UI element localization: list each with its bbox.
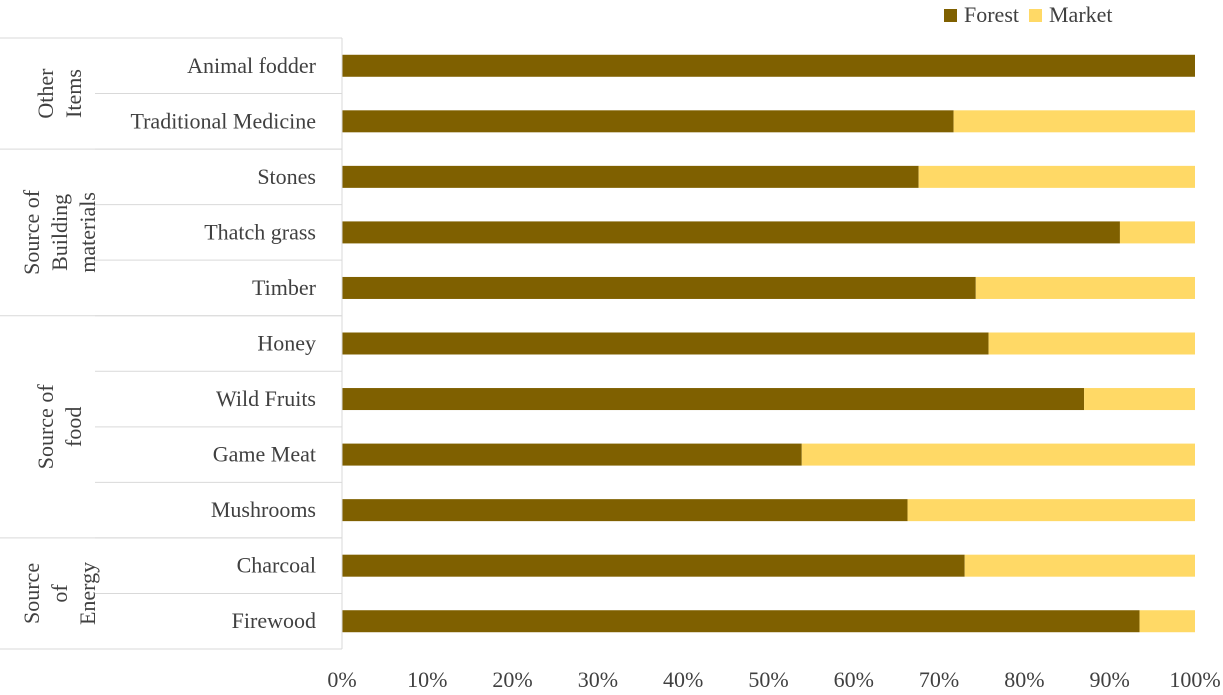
bar-forest-animal-fodder bbox=[342, 54, 1195, 77]
category-label-honey: Honey bbox=[257, 331, 316, 356]
x-tick-label-70pct: 70% bbox=[919, 667, 959, 690]
bar-market-charcoal bbox=[964, 554, 1195, 577]
bar-forest-wild-fruits bbox=[342, 388, 1085, 411]
bar-forest-timber bbox=[342, 276, 976, 299]
category-label-game-meat: Game Meat bbox=[213, 442, 316, 467]
category-label-wild-fruits: Wild Fruits bbox=[216, 386, 316, 411]
legend-swatch-market bbox=[1029, 8, 1042, 22]
bar-market-honey bbox=[988, 332, 1195, 355]
x-tick-label-20pct: 20% bbox=[492, 667, 532, 690]
group-label-line: Source bbox=[19, 563, 44, 624]
category-label-mushrooms: Mushrooms bbox=[211, 497, 316, 522]
x-tick-label-100pct: 100% bbox=[1169, 667, 1220, 690]
x-tick-label-90pct: 90% bbox=[1090, 667, 1130, 690]
bar-forest-stones bbox=[342, 165, 919, 188]
group-label-line: of bbox=[47, 584, 72, 603]
category-label-timber: Timber bbox=[252, 275, 317, 300]
legend-item-forest: Forest bbox=[944, 2, 1019, 28]
bar-forest-mushrooms bbox=[342, 499, 908, 522]
group-label-other-items: Other Items bbox=[33, 68, 86, 119]
group-label-line: Building bbox=[47, 194, 72, 271]
bar-market-wild-fruits bbox=[1084, 388, 1195, 411]
group-label-line: Source of bbox=[33, 384, 58, 470]
group-label-line: food bbox=[61, 407, 86, 447]
bar-market-stones bbox=[918, 165, 1195, 188]
group-label-line: Source of bbox=[19, 189, 44, 275]
bar-market-mushrooms bbox=[907, 499, 1195, 522]
category-label-thatch-grass: Thatch grass bbox=[204, 219, 316, 244]
group-label-line: Items bbox=[61, 69, 86, 118]
x-tick-label-50pct: 50% bbox=[748, 667, 788, 690]
category-label-traditional-medicine: Traditional Medicine bbox=[130, 108, 316, 133]
group-label-source-of-food: Source of food bbox=[33, 384, 86, 470]
legend: Forest Market bbox=[944, 2, 1123, 28]
bar-market-timber bbox=[975, 276, 1195, 299]
legend-item-market: Market bbox=[1029, 2, 1113, 28]
bar-forest-charcoal bbox=[342, 554, 965, 577]
bar-forest-honey bbox=[342, 332, 989, 355]
x-tick-label-0pct: 0% bbox=[327, 667, 356, 690]
x-tick-label-10pct: 10% bbox=[407, 667, 447, 690]
category-label-firewood: Firewood bbox=[232, 608, 316, 633]
legend-swatch-forest bbox=[944, 8, 957, 22]
bar-forest-firewood bbox=[342, 610, 1140, 633]
x-tick-label-30pct: 30% bbox=[578, 667, 618, 690]
bar-market-traditional-medicine bbox=[953, 110, 1195, 133]
group-label-source-of-energy: Source of Energy bbox=[19, 562, 100, 625]
bar-market-thatch-grass bbox=[1119, 221, 1195, 244]
group-label-source-of-building-materials: Source of Building materials bbox=[19, 189, 100, 275]
bar-forest-game-meat bbox=[342, 443, 802, 466]
category-label-stones: Stones bbox=[257, 164, 316, 189]
bar-forest-thatch-grass bbox=[342, 221, 1120, 244]
category-label-charcoal: Charcoal bbox=[237, 553, 316, 578]
category-label-animal-fodder: Animal fodder bbox=[187, 53, 317, 78]
x-tick-label-80pct: 80% bbox=[1004, 667, 1044, 690]
x-tick-label-40pct: 40% bbox=[663, 667, 703, 690]
bar-forest-traditional-medicine bbox=[342, 110, 954, 133]
group-label-line: Other bbox=[33, 68, 58, 119]
x-tick-label-60pct: 60% bbox=[834, 667, 874, 690]
bar-market-game-meat bbox=[801, 443, 1195, 466]
group-label-line: Energy bbox=[75, 562, 100, 625]
legend-label-forest: Forest bbox=[964, 2, 1019, 27]
legend-label-market: Market bbox=[1049, 2, 1113, 27]
bar-market-firewood bbox=[1139, 610, 1195, 633]
group-label-line: materials bbox=[75, 192, 100, 273]
